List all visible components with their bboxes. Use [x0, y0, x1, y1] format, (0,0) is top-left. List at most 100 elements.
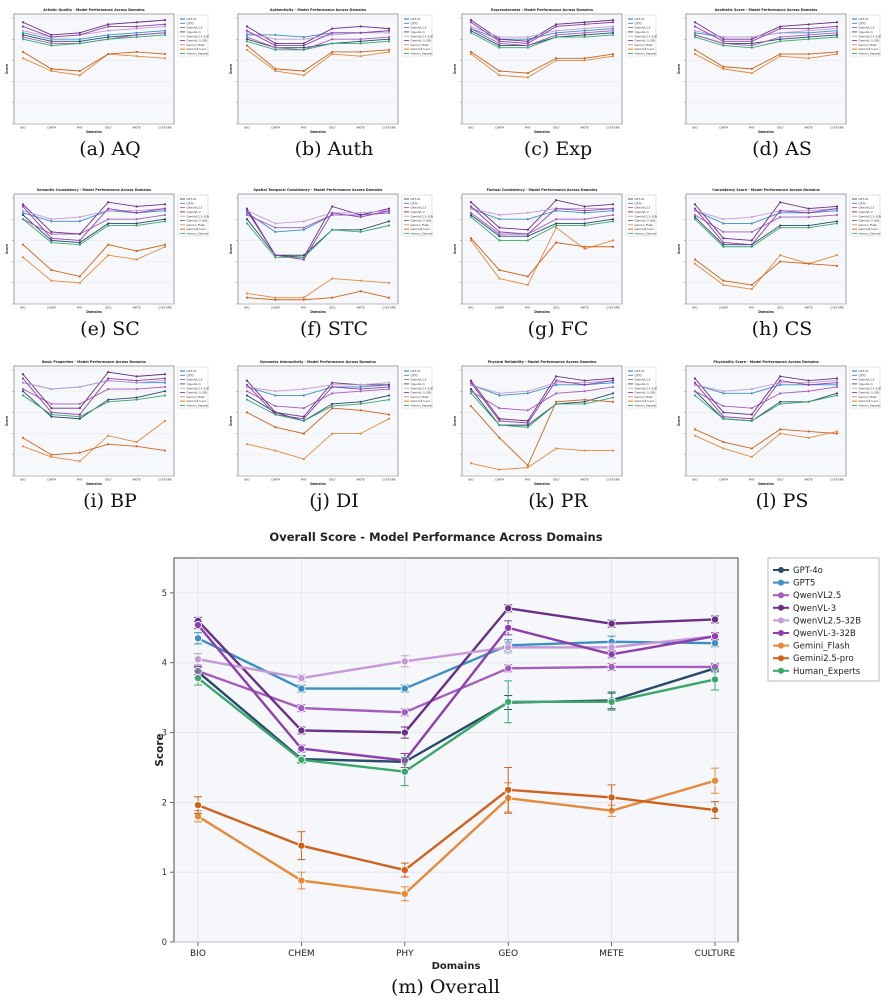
- data-point-qwenvl2-5-32b: [387, 381, 391, 384]
- data-point-human-experts: [555, 35, 558, 39]
- data-point-qwenvl2-5-32b: [807, 381, 810, 384]
- data-point-gpt-4o: [163, 218, 167, 221]
- y-axis-label: Score: [677, 416, 681, 426]
- x-axis-label: Domains: [534, 310, 550, 314]
- data-point-qwenvl-3-32b: [611, 379, 615, 382]
- data-point-qwenvl-3: [163, 19, 167, 22]
- data-point-qwenvl2-5-32b: [107, 379, 110, 382]
- data-point-gpt5: [78, 38, 81, 41]
- data-point-human-experts: [359, 230, 362, 234]
- series-line-gemini-flash: [246, 418, 390, 460]
- data-point-qwenvl2-5: [163, 213, 167, 217]
- plot-area: [237, 13, 399, 125]
- data-point-qwenvl-3-32b: [693, 207, 697, 210]
- data-point-gemini-flash: [78, 74, 81, 77]
- data-point-human-experts: [750, 46, 753, 49]
- data-point-gemini2-5-pro: [498, 69, 501, 73]
- panel-title: Basic Properties - Model Performance Acr…: [42, 360, 146, 364]
- series-line-qwenvl2-5-32b: [246, 382, 390, 392]
- data-point-gemini2-5-pro: [387, 413, 391, 416]
- legend-label: QwenVL-3-32B: [859, 391, 880, 395]
- data-point-gemini-flash: [245, 48, 249, 51]
- panel-caption: (e) SC: [80, 318, 140, 340]
- data-point-qwenvl2-5: [302, 407, 305, 410]
- data-point-qwenvl-3: [693, 377, 697, 380]
- data-point-human-experts: [245, 222, 249, 225]
- series-line: [197, 779, 716, 896]
- legend-label: GPT5: [635, 373, 643, 377]
- data-point-qwenvl-3-32b: [583, 23, 586, 26]
- data-point-gemini2-5-pro: [693, 428, 697, 431]
- legend-label: GPT5: [187, 21, 195, 25]
- data-point: [297, 704, 306, 713]
- y-axis-label: Score: [677, 244, 681, 254]
- data-point-human-experts: [779, 402, 782, 406]
- data-point-qwenvl2-5: [750, 230, 753, 234]
- data-point-qwenvl-3: [163, 203, 167, 206]
- x-tick-label: PHY: [749, 126, 755, 130]
- data-point-qwenvl-3: [555, 23, 558, 26]
- data-point: [607, 697, 616, 706]
- panel-chart: BIO CHEM PHY GEO METE CULTURE Aesthetic Score …: [677, 8, 881, 134]
- data-point-gemini-flash: [526, 283, 529, 287]
- data-point-gemini-flash: [245, 292, 249, 295]
- data-point-qwenvl2-5: [583, 390, 586, 393]
- data-point-gemini-flash: [835, 52, 839, 56]
- data-point: [504, 643, 513, 652]
- x-tick-label: BIO: [190, 949, 206, 959]
- data-point-qwenvl-3: [163, 373, 167, 376]
- x-tick-label: GEO: [329, 478, 336, 482]
- data-point-human-experts: [722, 245, 725, 248]
- data-point: [400, 684, 409, 693]
- data-point-gemini2-5-pro: [78, 275, 81, 278]
- legend-label: Human_Experts: [635, 232, 658, 236]
- data-point-qwenvl-3-32b: [779, 209, 782, 212]
- legend-label: QwenVL2.5-32B: [187, 34, 209, 38]
- legend-label: QwenVL-3-32B: [635, 219, 656, 223]
- series-line-qwenvl-3: [694, 201, 838, 241]
- data-point-human-experts: [835, 35, 839, 39]
- series-line-qwenvl-3-32b: [694, 26, 838, 42]
- data-point-human-experts: [779, 40, 782, 43]
- data-point-gemini2-5-pro: [779, 52, 782, 56]
- data-point-gemini-flash: [274, 449, 277, 452]
- data-point-qwenvl2-5-32b: [779, 381, 782, 384]
- data-point-qwenvl2-5-32b: [750, 387, 753, 391]
- series-line-qwenvl-3-32b: [470, 206, 614, 235]
- y-axis-label: Score: [154, 733, 166, 766]
- legend-marker: [778, 667, 784, 674]
- data-point: [607, 619, 616, 628]
- data-point-qwenvl-3: [78, 407, 81, 410]
- panel-title: Physicality Score - Model Performance Ac…: [713, 360, 818, 364]
- data-point: [711, 632, 720, 641]
- data-point: [297, 674, 306, 683]
- data-point-qwenvl-3-32b: [779, 379, 782, 382]
- data-point-gemini-flash: [779, 55, 782, 58]
- data-point-gpt-4o: [835, 220, 839, 223]
- panel-aq: BIO CHEM PHY GEO METE CULTURE Artistic Quality…: [0, 0, 220, 170]
- y-tick-label: 3: [162, 729, 167, 739]
- data-point-gemini-flash: [135, 258, 138, 261]
- data-point-gpt-4o: [611, 392, 615, 395]
- data-point-gemini2-5-pro: [78, 451, 81, 454]
- data-point-qwenvl-3: [693, 203, 697, 206]
- x-tick-label: BIO: [692, 126, 698, 130]
- data-point-gemini2-5-pro: [163, 243, 167, 246]
- legend-label: QwenVL2.5: [411, 378, 427, 382]
- x-tick-label: METE: [356, 126, 364, 130]
- legend-label: Gemini_Flash: [187, 223, 206, 227]
- data-point-qwenvl-3: [21, 21, 25, 24]
- legend-label: GPT-4o: [859, 17, 869, 21]
- series-line: [197, 624, 716, 762]
- series-line-qwenvl-3: [470, 375, 614, 422]
- data-point-qwenvl-3: [498, 226, 501, 229]
- data-point-qwenvl2-5: [498, 42, 501, 45]
- series-line: [197, 677, 716, 773]
- data-point-qwenvl-3: [807, 23, 810, 26]
- data-point-human-experts: [835, 394, 839, 397]
- data-point-qwenvl2-5: [555, 218, 558, 221]
- legend-label: QwenVL-3-32B: [187, 39, 208, 43]
- x-tick-label: CHEM: [47, 126, 56, 130]
- data-point-gemini2-5-pro: [498, 436, 501, 439]
- data-point-gemini2-5-pro: [611, 52, 615, 56]
